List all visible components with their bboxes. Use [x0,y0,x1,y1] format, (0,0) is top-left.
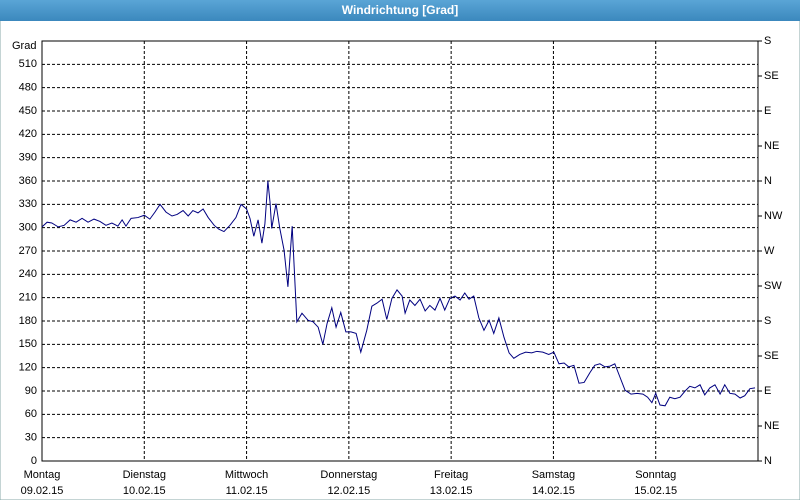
x-tick-date: 15.02.15 [634,485,677,497]
y-tick-label: 390 [19,152,37,164]
x-tick-label: Mittwoch [225,469,268,481]
x-tick-label: Donnerstag [320,469,377,481]
y-tick-label: 30 [25,432,37,444]
x-tick-label: Freitag [434,469,468,481]
y2-tick-label: E [764,105,771,117]
y-tick-label: 510 [19,58,37,70]
y-tick-label: 480 [19,82,37,94]
x-tick-label: Samstag [532,469,575,481]
x-tick-date: 12.02.15 [327,485,370,497]
y-axis-label: Grad [12,40,36,52]
y2-tick-label: N [764,455,772,467]
y-tick-label: 330 [19,198,37,210]
y2-tick-label: E [764,385,771,397]
x-tick-date: 14.02.15 [532,485,575,497]
x-tick-date: 10.02.15 [123,485,166,497]
y2-tick-label: N [764,175,772,187]
y-tick-label: 360 [19,175,37,187]
y2-tick-label: S [764,35,771,47]
y-tick-label: 300 [19,222,37,234]
x-tick-date: 09.02.15 [21,485,64,497]
y-tick-label: 60 [25,408,37,420]
y-tick-label: 0 [31,455,37,467]
y2-tick-label: NW [764,210,783,222]
x-tick-date: 13.02.15 [430,485,473,497]
x-tick-label: Montag [24,469,61,481]
y-tick-label: 90 [25,385,37,397]
x-tick-label: Dienstag [123,469,166,481]
x-tick-date: 11.02.15 [226,485,268,497]
y2-tick-label: NE [764,420,779,432]
y2-tick-label: SE [764,70,779,82]
y-tick-label: 240 [19,268,37,280]
data-line [41,180,756,407]
y-tick-label: 420 [19,128,37,140]
chart-title: Windrichtung [Grad] [342,3,459,17]
y2-tick-label: NE [764,140,779,152]
y-tick-label: 150 [19,338,37,350]
y2-tick-label: SW [764,280,782,292]
x-tick-label: Sonntag [635,469,676,481]
y-tick-label: 450 [19,105,37,117]
y-tick-label: 120 [19,362,37,374]
y2-tick-label: S [764,315,771,327]
y-tick-label: 180 [19,315,37,327]
y2-tick-label: W [764,245,775,257]
y-tick-label: 210 [19,292,37,304]
title-bar [0,0,800,21]
y2-tick-label: SE [764,350,779,362]
y-tick-label: 270 [19,245,37,257]
